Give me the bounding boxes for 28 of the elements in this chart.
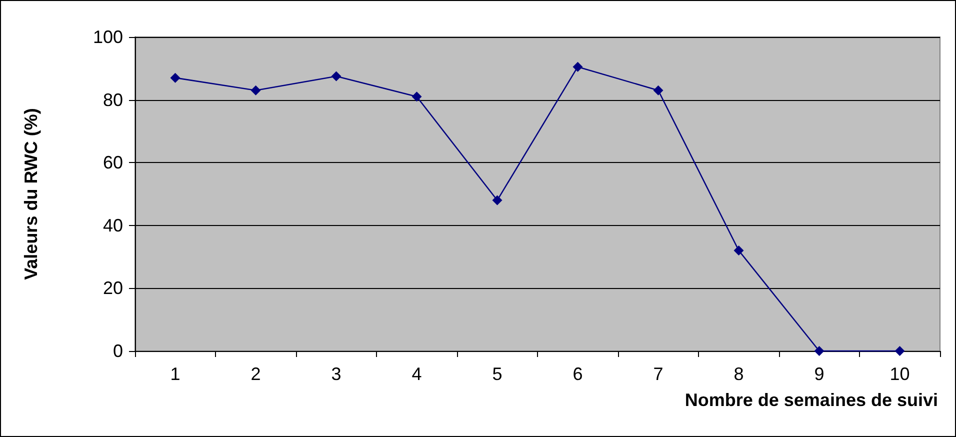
x-tick-label: 10	[890, 364, 910, 384]
point	[894, 346, 905, 356]
point	[250, 85, 261, 96]
x-tick-label: 2	[250, 364, 261, 384]
x-axis-title: Nombre de semaines de suivi	[684, 390, 938, 410]
y-axis-title: Valeurs du RWC (%)	[21, 108, 41, 280]
point	[734, 246, 744, 256]
y-tick-label: 20	[102, 278, 123, 298]
point	[170, 72, 180, 83]
x-tick-label: 1	[170, 364, 180, 384]
y-tick-label: 60	[102, 152, 123, 173]
y-tick-label: 80	[102, 90, 123, 110]
x-tick-label: 3	[331, 364, 342, 384]
x-tick-label: 6	[572, 364, 583, 384]
x-tick-label: 8	[734, 364, 744, 384]
point	[653, 85, 664, 96]
point	[412, 92, 422, 102]
x-tick-label: 7	[653, 364, 664, 384]
point	[572, 62, 583, 72]
point	[814, 346, 824, 356]
x-tick-label: 5	[492, 364, 502, 384]
y-tick-label: 100	[92, 27, 123, 47]
y-tick-label: 40	[102, 215, 123, 236]
point	[492, 195, 502, 206]
x-tick-label: 4	[412, 364, 422, 384]
point	[331, 71, 342, 82]
y-tick-label: 0	[112, 341, 123, 361]
x-tick-label: 9	[814, 364, 824, 384]
